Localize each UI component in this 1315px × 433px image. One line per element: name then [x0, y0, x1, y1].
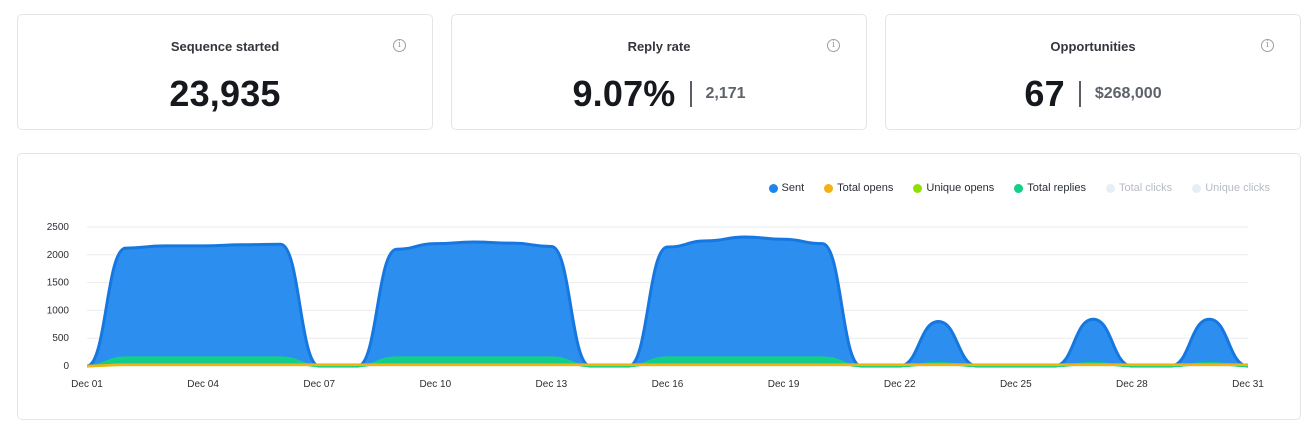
legend-label: Unique opens	[926, 182, 995, 194]
legend-label: Total replies	[1027, 182, 1086, 194]
x-tick-label: Dec 10	[419, 379, 451, 390]
series-area-sent	[87, 237, 1248, 366]
chart-legend: Sent Total opens Unique opens Total repl…	[768, 182, 1270, 194]
y-tick-label: 2500	[47, 222, 70, 233]
legend-item-total-replies[interactable]: Total replies	[1014, 182, 1086, 194]
legend-item-sent[interactable]: Sent	[768, 182, 805, 194]
legend-dot	[1014, 183, 1024, 193]
stat-title: Reply rate	[627, 39, 691, 54]
legend-label: Total opens	[837, 182, 894, 194]
x-tick-label: Dec 07	[303, 379, 335, 390]
stat-card-reply-rate: Reply rate i 9.07% 2,171	[451, 14, 867, 130]
legend-dot	[913, 183, 923, 193]
legend-label: Total clicks	[1119, 182, 1173, 194]
legend-item-unique-clicks[interactable]: Unique clicks	[1192, 182, 1270, 194]
x-tick-label: Dec 31	[1232, 379, 1264, 390]
y-tick-label: 2000	[47, 250, 70, 261]
stat-subvalue: $268,000	[1094, 85, 1162, 102]
legend-dot	[768, 183, 778, 193]
stat-card-opportunities: Opportunities i 67 $268,000	[885, 14, 1301, 130]
stat-title: Sequence started	[170, 39, 280, 54]
stat-value: 9.07%	[572, 73, 676, 114]
x-tick-label: Dec 19	[768, 379, 800, 390]
x-tick-label: Dec 16	[652, 379, 684, 390]
legend-dot	[1192, 183, 1202, 193]
stat-value: 67	[1024, 73, 1065, 114]
legend-item-unique-opens[interactable]: Unique opens	[913, 182, 994, 194]
stat-subvalue: 2,171	[705, 85, 746, 102]
info-icon[interactable]: i	[1261, 39, 1274, 52]
legend-label: Sent	[781, 182, 805, 194]
y-tick-label: 500	[52, 333, 69, 344]
stat-value: 23,935	[169, 73, 281, 114]
divider	[689, 81, 692, 107]
x-tick-label: Dec 01	[71, 379, 103, 390]
area-chart: 0 500 1000 1500 2000 2500 Dec 01 Dec 04 Dec 07 De…	[47, 222, 1265, 390]
divider	[1078, 81, 1081, 107]
y-tick-label: 1500	[47, 278, 70, 289]
y-tick-label: 0	[63, 361, 69, 372]
stat-card-sequence-started: Sequence started i 23,935	[17, 14, 433, 130]
info-icon[interactable]: i	[827, 39, 840, 52]
y-tick-label: 1000	[47, 305, 70, 316]
stat-title: Opportunities	[1050, 39, 1136, 54]
stat-value-row: 9.07% 2,171	[452, 73, 866, 115]
x-tick-label: Dec 13	[536, 379, 568, 390]
legend-dot	[824, 183, 834, 193]
x-tick-label: Dec 25	[1000, 379, 1032, 390]
series-line-total-opens	[86, 363, 1248, 368]
legend-label: Unique clicks	[1205, 182, 1270, 194]
x-tick-label: Dec 22	[884, 379, 916, 390]
legend-dot	[1106, 183, 1115, 193]
x-tick-label: Dec 28	[1116, 379, 1148, 390]
legend-item-total-clicks[interactable]: Total clicks	[1106, 182, 1172, 194]
activity-chart-panel: Sent Total opens Unique opens Total repl…	[17, 153, 1301, 420]
stat-value-row: 23,935	[18, 73, 432, 115]
x-tick-label: Dec 04	[187, 379, 219, 390]
info-icon[interactable]: i	[393, 39, 406, 52]
legend-item-total-opens[interactable]: Total opens	[824, 182, 893, 194]
stat-value-row: 67 $268,000	[886, 73, 1300, 115]
